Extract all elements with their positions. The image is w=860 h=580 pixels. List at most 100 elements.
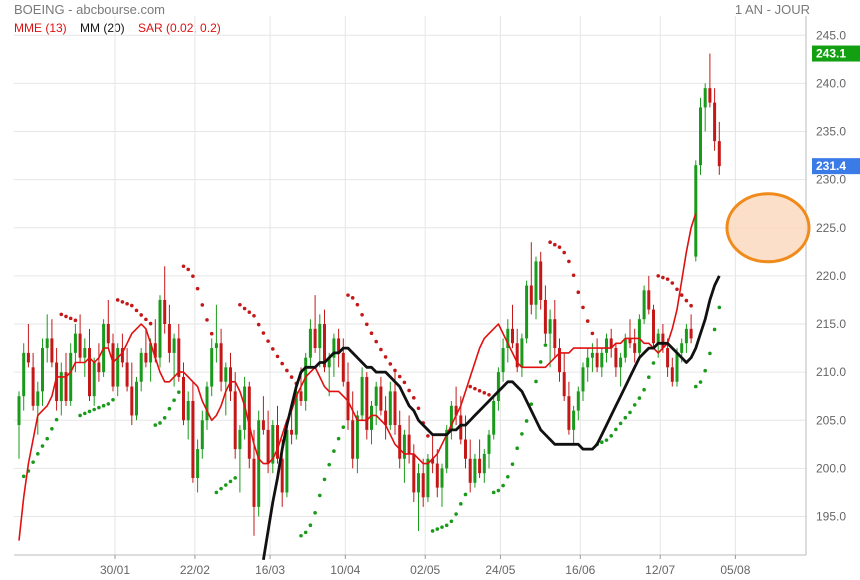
sar-dot: [538, 360, 543, 364]
sar-dot: [623, 415, 628, 420]
sar-dot: [299, 533, 303, 538]
indicator-lines: [18, 213, 721, 561]
sar-dot: [205, 318, 209, 322]
sar-dot: [689, 303, 693, 308]
sar-dot: [600, 440, 604, 444]
candle-body: [186, 401, 190, 421]
sar-dot: [191, 274, 195, 279]
sar-dot: [73, 318, 78, 323]
x-tick-label: 24/05: [485, 563, 515, 577]
sar-dot: [134, 308, 139, 313]
x-tick-label: 16/03: [255, 563, 285, 577]
candle-body: [182, 376, 185, 421]
sar-dot: [567, 259, 571, 264]
y-tick-label: 205.0: [816, 413, 846, 427]
sar-dot: [496, 488, 501, 493]
candle-body: [628, 338, 632, 344]
sar-dot: [346, 293, 350, 297]
candle-body: [318, 324, 322, 349]
mme-line: [18, 213, 697, 541]
candle-body: [586, 357, 590, 368]
sar-dot: [158, 421, 162, 425]
sar-dot: [289, 375, 294, 379]
sar-dot: [167, 406, 172, 411]
candle-body: [708, 88, 712, 103]
candle-body: [699, 107, 702, 166]
sar-dot: [717, 305, 722, 310]
candle-body: [36, 391, 40, 406]
candle-body: [271, 425, 275, 464]
sar-dot: [576, 290, 581, 294]
candle-body: [50, 338, 54, 363]
candle-body: [233, 391, 237, 450]
candle-body: [670, 367, 674, 382]
sar-dot: [698, 380, 703, 384]
sar-dot: [228, 479, 233, 484]
sar-dot: [510, 462, 515, 466]
candle-body: [534, 261, 538, 305]
candle-body: [55, 362, 59, 401]
sar-dot: [83, 411, 87, 416]
sar-dot: [31, 460, 35, 464]
sar-dot: [609, 434, 613, 438]
candle-body: [675, 352, 679, 382]
candle-body: [562, 372, 566, 397]
candle-body: [111, 343, 115, 387]
sar-dot: [440, 525, 444, 529]
candle-body: [252, 458, 256, 507]
sar-dot: [670, 281, 675, 285]
candle-body: [280, 458, 284, 493]
sar-dot: [642, 387, 646, 392]
candle-body: [548, 319, 552, 334]
candle-body: [703, 88, 707, 108]
sar-dot: [449, 519, 454, 524]
candle-body: [365, 376, 369, 430]
y-tick-label: 235.0: [816, 125, 846, 139]
candle-body: [304, 357, 308, 401]
sar-dot: [313, 511, 317, 515]
sar-dot: [473, 386, 477, 391]
sar-dot: [68, 316, 73, 321]
candle-body: [200, 420, 204, 450]
candle-body: [219, 343, 223, 382]
sar-dot: [148, 321, 153, 326]
sar-dot: [487, 392, 491, 397]
sar-dot: [153, 423, 158, 427]
candle-body: [407, 434, 411, 454]
sar-dot: [712, 327, 717, 332]
candle-body: [666, 348, 670, 368]
candle-body: [73, 333, 77, 353]
candle-body: [402, 434, 406, 459]
legend-mme: MME (13): [14, 21, 67, 35]
sar-dot: [520, 432, 524, 436]
sar-dot: [383, 355, 388, 359]
candle-body: [59, 372, 63, 401]
candles: [17, 53, 721, 536]
candle-body: [214, 343, 218, 349]
sar-dot: [388, 362, 393, 366]
sar-dot: [477, 388, 482, 393]
candle-body: [633, 343, 637, 353]
candle-body: [525, 285, 529, 339]
candle-body: [454, 405, 458, 416]
candle-body: [468, 458, 472, 483]
candle-body: [431, 458, 435, 464]
candle-body: [680, 343, 684, 353]
candle-body: [191, 401, 195, 478]
badge-high-bg: [812, 45, 860, 62]
sar-dot: [571, 273, 576, 278]
sar-dot: [261, 331, 266, 335]
sar-dot: [139, 313, 143, 317]
candle-body: [238, 429, 242, 450]
sar-dot: [233, 476, 237, 480]
sar-dot: [548, 240, 552, 244]
legend: MME (13) MM (20) SAR (0.02, 0.2): [14, 21, 231, 35]
x-tick-label: 10/04: [330, 563, 360, 577]
sar-dot: [482, 390, 487, 395]
sar-dot: [365, 322, 369, 327]
sar-dot: [529, 402, 534, 406]
sar-dot: [459, 502, 463, 506]
candle-body: [478, 458, 482, 474]
candle-body: [694, 165, 698, 257]
candle-body: [482, 453, 486, 474]
